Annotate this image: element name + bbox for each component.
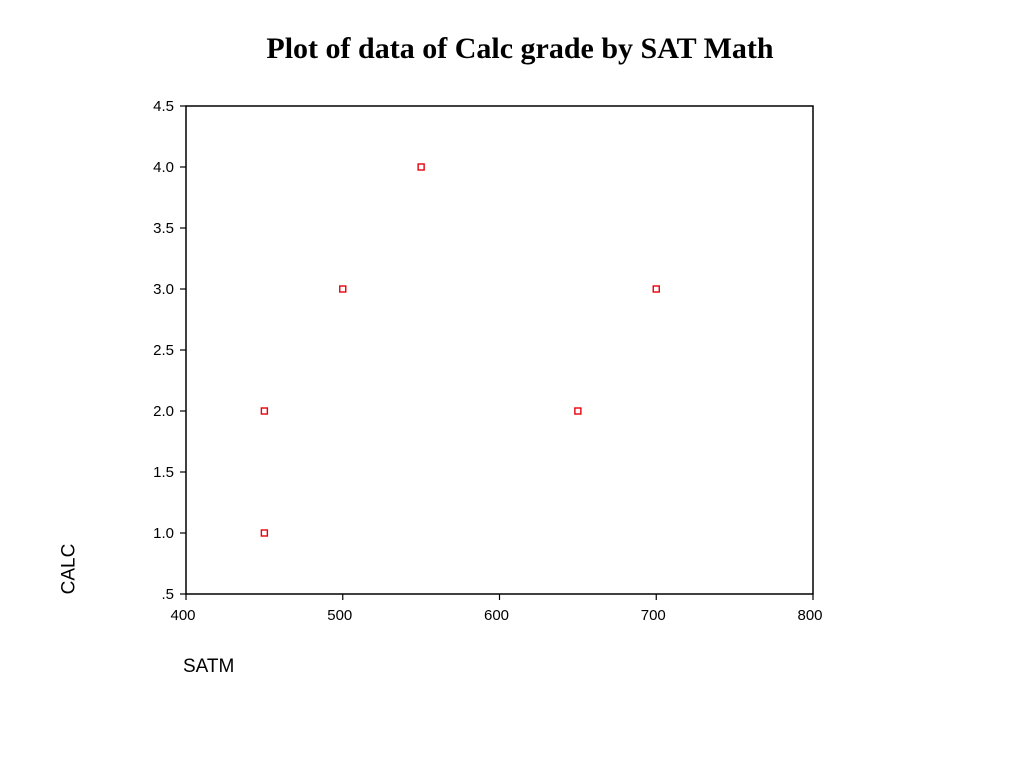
x-tick-label: 800 xyxy=(797,607,822,624)
x-tick-label: 600 xyxy=(484,607,509,624)
x-axis: 400 500 600 700 800 xyxy=(170,594,823,624)
data-points xyxy=(260,163,660,537)
x-tick-label: 700 xyxy=(641,607,666,624)
data-point xyxy=(260,407,269,415)
y-tick-label: 4.0 xyxy=(153,159,174,176)
y-tick-label: 4.5 xyxy=(153,98,174,115)
x-tick-label: 500 xyxy=(327,607,352,624)
y-tick-label: 2.5 xyxy=(153,342,174,359)
y-tick-label: .5 xyxy=(161,586,174,603)
plot-frame xyxy=(185,105,814,595)
data-point xyxy=(417,163,425,171)
y-tick-label: 3.5 xyxy=(153,220,174,237)
data-point xyxy=(260,529,269,537)
y-tick-label: 1.0 xyxy=(153,525,174,542)
x-tick-label: 400 xyxy=(170,607,195,624)
chart-title: Plot of data of Calc grade by SAT Math xyxy=(266,32,774,65)
data-point xyxy=(574,407,582,415)
y-tick-label: 2.0 xyxy=(153,403,174,420)
y-tick-label: 3.0 xyxy=(153,281,174,298)
y-tick-label: 1.5 xyxy=(153,464,174,481)
y-axis-label: CALC xyxy=(58,543,80,595)
y-axis: .5 1.0 1.5 2.0 2.5 3.0 3.5 4.0 4.5 xyxy=(153,98,186,603)
data-point xyxy=(339,285,347,293)
x-axis-label: SATM xyxy=(183,656,235,677)
data-point xyxy=(652,285,660,293)
